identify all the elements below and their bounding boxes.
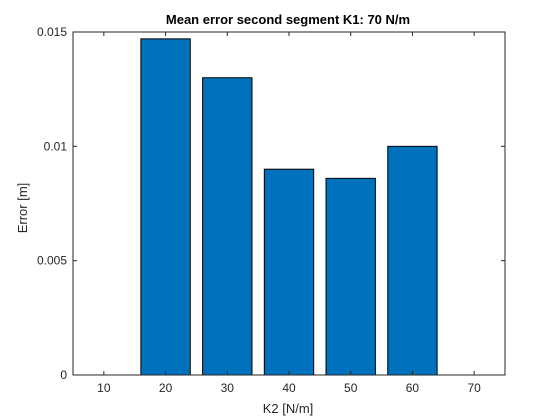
bar-50 xyxy=(325,177,376,376)
x-tick-label-40: 40 xyxy=(282,381,296,395)
y-axis-label: Error [m] xyxy=(15,183,30,234)
x-tick-label-10: 10 xyxy=(97,381,111,395)
x-axis-label: K2 [N/m] xyxy=(263,401,314,416)
bar-20 xyxy=(140,38,191,376)
x-tick-label-60: 60 xyxy=(406,381,420,395)
x-tick-label-20: 20 xyxy=(159,381,173,395)
x-tick-label-50: 50 xyxy=(344,381,358,395)
y-tick-label-3: 0.015 xyxy=(37,25,67,39)
y-tick-label-2: 0.01 xyxy=(44,139,68,153)
bar-30 xyxy=(202,77,253,376)
bar-60 xyxy=(387,145,438,376)
x-tick-label-30: 30 xyxy=(221,381,235,395)
bar-40 xyxy=(263,168,315,376)
plot-area: 10 20 30 40 50 60 70 0 0.005 0.01 0.015 xyxy=(37,25,506,395)
y-tick-label-0: 0 xyxy=(60,368,67,382)
x-tick-label-70: 70 xyxy=(467,381,481,395)
y-tick-label-1: 0.005 xyxy=(37,254,67,268)
chart-title: Mean error second segment K1: 70 N/m xyxy=(166,12,410,27)
